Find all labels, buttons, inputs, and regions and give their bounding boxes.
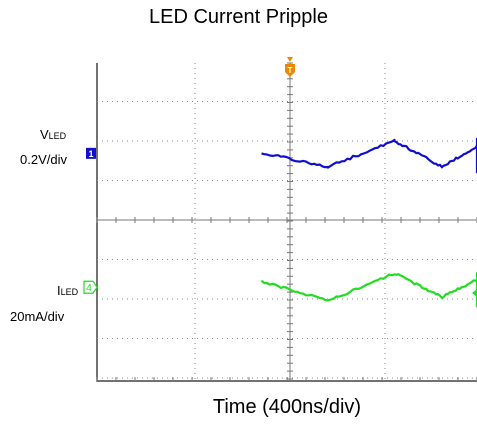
ch1-marker-label: 1 <box>88 149 93 159</box>
ch4-marker-label: 4 <box>86 283 92 294</box>
ch4-right-marker <box>472 289 477 297</box>
trace-vled <box>262 139 477 173</box>
trace-iled <box>262 273 477 306</box>
trigger-marker-label: T <box>288 66 293 75</box>
trigger-top-arrow <box>287 57 293 62</box>
x-axis-label: Time (400ns/div) <box>97 396 477 419</box>
